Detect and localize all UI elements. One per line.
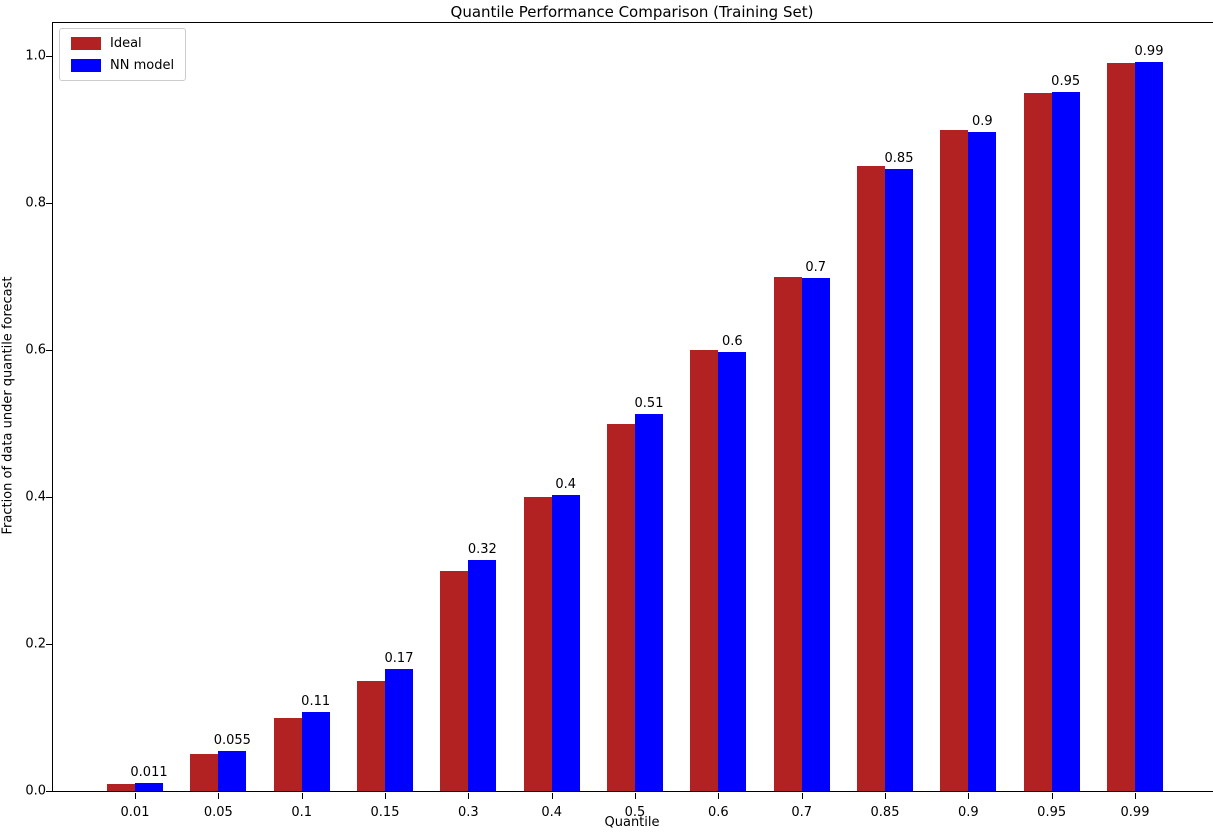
bar-nn-model bbox=[218, 750, 247, 791]
bar-ideal bbox=[1107, 63, 1135, 791]
y-tick-label: 0.8 bbox=[25, 195, 46, 211]
bar-nn-model bbox=[301, 712, 330, 791]
y-tick-label: 0.6 bbox=[25, 342, 46, 358]
legend: Ideal NN model bbox=[59, 28, 187, 81]
bar-value-label: 0.011 bbox=[130, 764, 168, 780]
bar-value-label: 0.6 bbox=[721, 334, 743, 350]
x-tick-mark bbox=[801, 793, 803, 799]
y-tick-mark bbox=[46, 55, 52, 57]
bar-nn-model bbox=[385, 669, 413, 791]
bar-nn-model bbox=[968, 131, 997, 791]
bar-nn-model bbox=[135, 782, 163, 791]
y-axis-label: Fraction of data under quantile forecast bbox=[0, 276, 16, 535]
bar-value-label: 0.11 bbox=[301, 694, 331, 710]
bar-value-label: 0.51 bbox=[634, 395, 664, 411]
bar-nn-model bbox=[1051, 92, 1080, 791]
legend-item-ideal: Ideal bbox=[71, 36, 174, 51]
x-tick-label: 0.5 bbox=[624, 805, 646, 820]
bar-ideal bbox=[773, 276, 802, 791]
bar-value-label: 0.055 bbox=[213, 732, 251, 748]
x-tick-mark bbox=[135, 793, 136, 799]
x-tick-label: 0.6 bbox=[707, 805, 729, 820]
legend-item-nn-model: NN model bbox=[71, 58, 174, 73]
chart-title: Quantile Performance Comparison (Trainin… bbox=[450, 3, 814, 21]
legend-swatch-nn-model bbox=[71, 59, 101, 72]
y-tick-label: 0.4 bbox=[25, 489, 46, 505]
x-tick-label: 0.7 bbox=[791, 805, 812, 820]
bar-value-label: 0.4 bbox=[555, 476, 576, 492]
bar-ideal bbox=[440, 570, 469, 791]
x-tick-mark bbox=[1135, 793, 1136, 799]
legend-swatch-ideal bbox=[71, 37, 101, 50]
bar-value-label: 0.9 bbox=[971, 113, 993, 129]
bar-nn-model bbox=[635, 413, 663, 791]
bar-value-label: 0.32 bbox=[467, 541, 497, 557]
y-tick-mark bbox=[46, 202, 52, 204]
y-tick-label: 0.2 bbox=[25, 636, 46, 652]
bar-nn-model bbox=[551, 494, 580, 791]
bar-value-label: 0.7 bbox=[805, 260, 826, 276]
y-tick-label: 1.0 bbox=[25, 48, 46, 64]
x-tick-label: 0.95 bbox=[1037, 805, 1067, 820]
x-tick-label: 0.1 bbox=[291, 805, 312, 820]
x-tick-label: 0.4 bbox=[541, 805, 562, 820]
x-tick-label: 0.3 bbox=[457, 805, 479, 820]
bar-nn-model bbox=[468, 559, 497, 791]
x-tick-mark bbox=[301, 793, 303, 799]
x-tick-mark bbox=[551, 793, 553, 799]
bar-ideal bbox=[690, 350, 719, 791]
y-tick-mark bbox=[46, 790, 52, 792]
x-tick-mark bbox=[218, 793, 220, 799]
x-tick-label: 0.9 bbox=[957, 805, 979, 820]
x-tick-mark bbox=[1051, 793, 1053, 799]
x-tick-mark bbox=[968, 793, 970, 799]
bar-nn-model bbox=[801, 278, 830, 791]
y-tick-mark bbox=[46, 349, 52, 351]
legend-label-nn-model: NN model bbox=[110, 58, 175, 73]
x-tick-label: 0.05 bbox=[203, 805, 233, 820]
x-tick-label: 0.01 bbox=[120, 805, 150, 820]
y-tick-label: 0.0 bbox=[25, 783, 46, 799]
bar-value-label: 0.17 bbox=[384, 651, 414, 667]
legend-label-ideal: Ideal bbox=[110, 36, 142, 51]
bar-ideal bbox=[607, 423, 635, 791]
x-axis-label: Quantile bbox=[604, 815, 660, 830]
x-tick-mark bbox=[385, 793, 386, 799]
x-tick-label: 0.85 bbox=[870, 805, 900, 820]
x-tick-mark bbox=[635, 793, 636, 799]
bar-ideal bbox=[1023, 92, 1052, 791]
bar-ideal bbox=[273, 717, 302, 791]
bar-ideal bbox=[857, 166, 885, 791]
bar-nn-model bbox=[1135, 61, 1163, 791]
x-tick-label: 0.15 bbox=[370, 805, 400, 820]
x-tick-mark bbox=[718, 793, 720, 799]
bar-ideal bbox=[357, 680, 385, 791]
bar-nn-model bbox=[885, 168, 913, 791]
x-tick-mark bbox=[885, 793, 886, 799]
bar-value-label: 0.99 bbox=[1134, 43, 1164, 59]
bar-ideal bbox=[940, 129, 969, 791]
x-tick-label: 0.99 bbox=[1120, 805, 1150, 820]
bar-value-label: 0.85 bbox=[884, 150, 914, 166]
bar-ideal bbox=[523, 497, 552, 791]
x-tick-mark bbox=[468, 793, 470, 799]
bar-ideal bbox=[190, 754, 219, 791]
y-tick-mark bbox=[46, 496, 52, 498]
bar-value-label: 0.95 bbox=[1051, 74, 1081, 90]
y-tick-mark bbox=[46, 643, 52, 645]
bar-nn-model bbox=[718, 352, 747, 791]
plot-area: Ideal NN model 0.0 0.2 0.4 0.6 0.8 1.0 0.01 0.0… bbox=[25, 22, 1213, 820]
bar-ideal bbox=[107, 783, 135, 791]
